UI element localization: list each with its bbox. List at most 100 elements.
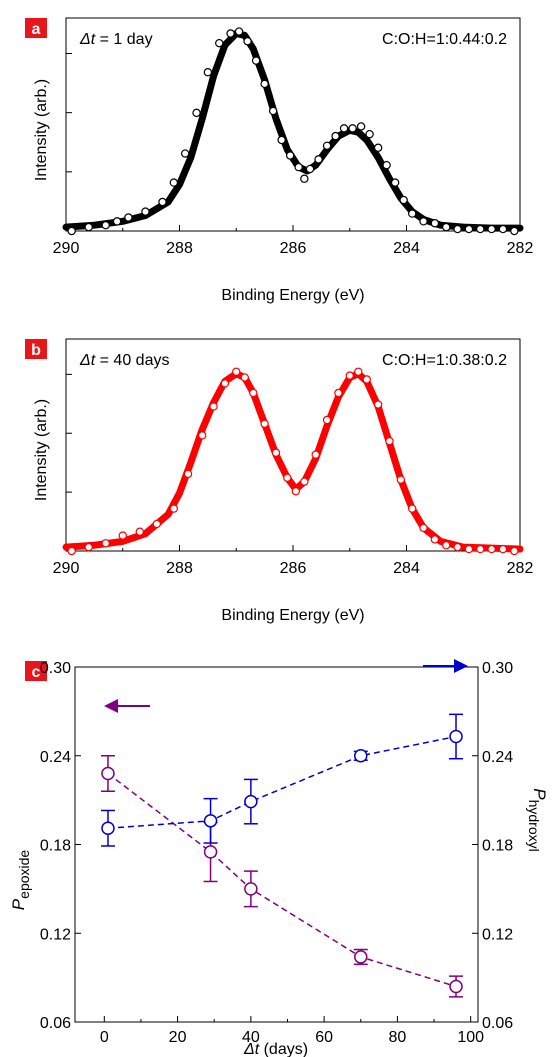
- panel-c-series-hydroxyl-point: [449, 729, 463, 744]
- panel-c-series-hydroxyl-line: [107, 735, 457, 829]
- panel-c-y-left-tick-label: 0.06: [40, 1015, 71, 1032]
- panel-c-ylabel-left-main: P: [9, 898, 28, 910]
- panel-b-data-point: [101, 539, 110, 548]
- panel-b-data-point: [300, 477, 309, 486]
- panel-c-ylabel-left: Pepoxide: [9, 850, 32, 911]
- panel-a-data-point: [430, 219, 440, 228]
- panel-b-data-point: [487, 544, 496, 554]
- panel-a-data-point: [365, 129, 374, 139]
- panel-a-data-point: [260, 79, 269, 89]
- panel-c-y-right-tick-label: 0.30: [482, 660, 513, 677]
- panel-b-data-point: [249, 388, 258, 398]
- panel-c-marks: [100, 713, 464, 998]
- panel-b-data-point: [322, 415, 332, 425]
- panel-b-data-point: [498, 544, 508, 554]
- panel-b-marks: [62, 367, 524, 556]
- panel-a-data-point: [399, 195, 408, 205]
- panel-c-y-right-tick-label: 0.24: [482, 749, 513, 766]
- panel-a-data-point: [510, 226, 519, 236]
- right-axis-arrow: [423, 659, 468, 673]
- panel-a-data-point: [305, 164, 315, 174]
- panel-c-y-right-tick-label: 0.12: [482, 926, 513, 943]
- panel-a-data-point: [373, 143, 383, 152]
- panel-a-data-point: [67, 226, 76, 236]
- panel-a-label: a: [32, 21, 41, 38]
- panel-b-annotation-value: = 40 days: [95, 352, 169, 369]
- panel-b-frame: [65, 338, 521, 552]
- panel-b-x-tick-label: 290: [53, 560, 80, 577]
- panel-a-annotation: Δt = 1 day: [79, 31, 153, 48]
- panel-a-data-point: [331, 131, 340, 141]
- panel-a-data-point: [348, 124, 357, 133]
- panel-c-xlabel: Δt (days): [243, 1041, 308, 1057]
- panel-b-data-point: [442, 541, 451, 550]
- panel-c-axis-ticks: 0 20 40 60 80 1000.060.120.180.240.300.060.12…: [40, 660, 513, 1046]
- panel-b-data-point: [67, 546, 76, 556]
- panel-a-data-point: [180, 149, 190, 158]
- panel-a-data-point: [487, 224, 496, 234]
- panel-a-data-point: [124, 213, 133, 222]
- panel-a-data-point: [464, 224, 474, 234]
- panel-a-data-point: [382, 160, 391, 170]
- panel-c-y-right-tick-label: 0.06: [482, 1015, 513, 1032]
- panel-a-ratio: C:O:H=1:0.44:0.2: [382, 31, 507, 48]
- panel-b-data-point: [464, 544, 474, 554]
- panel-c-x-tick-label: 100: [457, 1029, 484, 1046]
- panel-c-x-tick-label: 80: [389, 1029, 407, 1046]
- panel-a-x-tick-label: 286: [280, 240, 307, 257]
- panel-c-x-tick-label: 20: [169, 1029, 187, 1046]
- panel-a-data-point: [407, 209, 417, 218]
- panel-b-data-point: [362, 375, 371, 384]
- panel-b-data-point: [430, 535, 440, 544]
- panel-c-x-tick-label: 60: [315, 1029, 333, 1046]
- panel-b-annotation: Δt = 40 days: [79, 352, 169, 369]
- panel-c-series-epoxide-point: [354, 950, 368, 964]
- panel-a-data-point: [442, 222, 451, 232]
- panel-a-annotation-prefix: Δt: [79, 31, 96, 48]
- panel-b-data-point: [209, 402, 218, 411]
- panel-c-series-hydroxyl-point: [354, 749, 368, 763]
- panel-a-data-point: [339, 124, 349, 133]
- panel-b-x-tick-label: 284: [393, 560, 420, 577]
- panel-b-data-point: [396, 475, 406, 484]
- panel-a-data-point: [101, 220, 110, 230]
- panel-a-data-point: [169, 178, 179, 187]
- panel-b-data-point: [419, 523, 428, 533]
- panel-a-marks: [62, 27, 524, 236]
- panel-a-data-point: [356, 122, 366, 131]
- panel-b-data-point: [345, 371, 354, 380]
- panel-b-label: b: [31, 342, 41, 359]
- panel-a-frame: [65, 17, 521, 232]
- panel-c-xlabel-prefix: Δt: [243, 1041, 260, 1057]
- panel-b-fit-line: [62, 370, 524, 553]
- panel-b-x-tick-label: 282: [507, 560, 534, 577]
- panel-a-x-tick-label: 282: [507, 240, 534, 257]
- panel-b-data-point: [232, 367, 241, 376]
- panel-c-y-left-tick-label: 0.12: [40, 926, 71, 943]
- panel-c-series-epoxide-point: [244, 882, 258, 896]
- panel-b-data-point: [407, 504, 417, 513]
- panel-b-chart: b Δt = 40 days C:O:H=1:0.38:0.2 Binding …: [25, 338, 534, 624]
- panel-a-x-tick-label: 284: [393, 240, 420, 257]
- panel-a-badge: [25, 18, 47, 38]
- panel-b-ratio: C:O:H=1:0.38:0.2: [382, 352, 507, 369]
- panel-c-badge: [25, 661, 47, 681]
- panel-a-data-point: [453, 224, 462, 234]
- panel-c-series-hydroxyl-point: [203, 814, 218, 828]
- panel-a-data-point: [498, 224, 508, 234]
- panel-b-data-point: [240, 373, 249, 382]
- panel-b-data-point: [271, 448, 281, 457]
- panel-c-series-hydroxyl-point: [244, 794, 258, 809]
- panel-a-data-point: [268, 106, 278, 116]
- panel-b-data-point: [220, 379, 230, 388]
- panel-b-data-point: [183, 469, 193, 479]
- panel-a-data-point: [314, 155, 323, 164]
- panel-c-series-epoxide-point: [203, 845, 218, 859]
- panel-b-data-point: [260, 419, 269, 428]
- panel-b-data-point: [169, 504, 179, 513]
- panel-a-fit-line: [62, 29, 524, 232]
- panel-a-data-point: [141, 207, 150, 216]
- panel-c-series-epoxide-line: [107, 772, 457, 988]
- panel-c-series-epoxide-point: [449, 979, 463, 994]
- panel-a-data-point: [112, 217, 122, 226]
